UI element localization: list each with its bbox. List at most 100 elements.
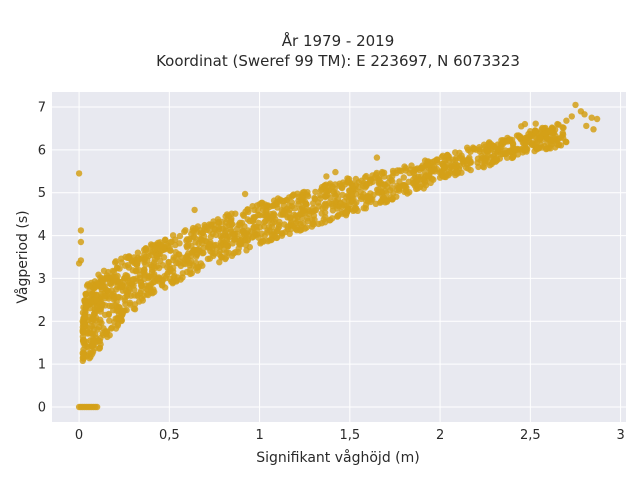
data-point-1194 — [101, 311, 109, 319]
data-point-1055 — [166, 247, 174, 254]
data-point-478 — [315, 203, 322, 210]
data-point-1227 — [309, 205, 317, 212]
data-point-1067 — [127, 292, 135, 299]
data-point-1518 — [241, 190, 249, 198]
data-point-1243 — [421, 168, 428, 175]
data-point-1215 — [308, 223, 316, 230]
data-point-1404 — [202, 223, 209, 230]
data-point-684 — [243, 247, 250, 254]
data-point-1406 — [310, 200, 317, 207]
data-point-1223 — [552, 132, 559, 140]
data-point-1252 — [320, 216, 327, 223]
data-point-1220 — [419, 162, 426, 169]
y-tick-label: 0 — [38, 401, 46, 416]
data-point-1092 — [249, 218, 256, 225]
data-point-1450 — [184, 255, 191, 262]
data-point-1499 — [126, 299, 134, 306]
data-point-1321 — [226, 233, 233, 241]
data-point-1320 — [503, 154, 511, 161]
data-point-1460 — [411, 171, 418, 178]
data-point-1046 — [207, 233, 214, 240]
data-point-1395 — [345, 175, 353, 183]
data-point-1488 — [388, 184, 396, 192]
data-point-724 — [559, 124, 566, 131]
data-point-1239 — [492, 156, 500, 163]
x-tick-label: 0 — [75, 428, 83, 443]
data-point-441 — [339, 191, 346, 198]
y-tick-label: 5 — [38, 186, 46, 201]
data-point-1098 — [334, 212, 341, 220]
data-point-720 — [230, 250, 237, 257]
data-point-1174 — [366, 193, 373, 200]
data-point-1008 — [137, 287, 145, 295]
data-point-896 — [390, 190, 397, 197]
data-point-1459 — [348, 191, 355, 199]
data-point-1415 — [151, 288, 158, 296]
data-point-1225 — [251, 206, 258, 214]
data-point-789 — [360, 205, 367, 212]
data-point-1374 — [255, 234, 262, 241]
data-point-1527 — [554, 120, 561, 128]
data-point-1350 — [476, 144, 483, 151]
data-point-1487 — [300, 188, 308, 196]
data-point-1348 — [450, 166, 458, 173]
data-point-1432 — [146, 273, 153, 280]
data-point-1402 — [287, 220, 295, 228]
data-point-1278 — [537, 135, 544, 142]
data-point-730 — [286, 214, 294, 222]
data-point-1534 — [593, 115, 601, 123]
data-point-1492 — [172, 241, 179, 249]
data-point-1077 — [378, 168, 386, 176]
data-point-931 — [172, 236, 179, 243]
chart-title: År 1979 - 2019 — [282, 31, 395, 50]
data-point-1496 — [257, 240, 264, 247]
y-tick-label: 7 — [38, 101, 46, 116]
data-point-1449 — [471, 145, 478, 152]
data-point-1007 — [97, 334, 104, 342]
data-point-1398 — [317, 195, 324, 202]
data-point-1539 — [521, 120, 529, 128]
data-point-1144 — [311, 194, 318, 202]
data-point-1114 — [317, 187, 325, 194]
data-point-1458 — [116, 278, 124, 286]
data-point-1323 — [349, 182, 357, 189]
data-point-831 — [96, 345, 103, 352]
data-point-1346 — [310, 212, 318, 219]
data-point-1373 — [144, 286, 151, 293]
data-point-1151 — [189, 224, 197, 232]
data-point-1439 — [290, 191, 297, 198]
data-point-1069 — [286, 230, 293, 237]
data-point-941 — [235, 240, 243, 248]
data-point-667 — [209, 249, 216, 257]
data-point-1440 — [113, 298, 120, 306]
data-point-1516 — [79, 318, 86, 325]
data-point-1464 — [109, 267, 117, 275]
data-point-1091 — [498, 137, 505, 144]
data-point-1363 — [337, 200, 345, 207]
data-point-1452 — [158, 243, 165, 250]
data-point-1313 — [124, 262, 132, 269]
data-point-1255 — [95, 281, 102, 288]
data-point-1083 — [179, 270, 186, 277]
data-point-1186 — [395, 184, 402, 191]
data-point-1203 — [235, 245, 242, 252]
data-point-1457 — [92, 296, 100, 304]
data-point-1093 — [160, 254, 168, 261]
data-point-1048 — [291, 205, 298, 212]
data-point-1084 — [138, 295, 145, 302]
data-point-1240 — [281, 221, 288, 228]
y-axis-title: Vågperiod (s) — [14, 210, 31, 303]
data-point-1491 — [222, 223, 229, 230]
grid-lines — [52, 92, 626, 422]
x-tick-label: 3 — [616, 428, 624, 443]
data-point-1341 — [151, 245, 158, 252]
data-point-962 — [498, 144, 505, 151]
data-point-1405 — [175, 251, 183, 258]
data-point-1479 — [436, 174, 444, 181]
data-point-1275 — [228, 210, 235, 217]
data-point-1472 — [119, 310, 127, 317]
data-point-895 — [121, 297, 129, 304]
data-point-1379 — [269, 213, 276, 220]
x-axis-title: Signifikant våghöjd (m) — [256, 449, 419, 466]
data-point-1344 — [506, 147, 513, 155]
